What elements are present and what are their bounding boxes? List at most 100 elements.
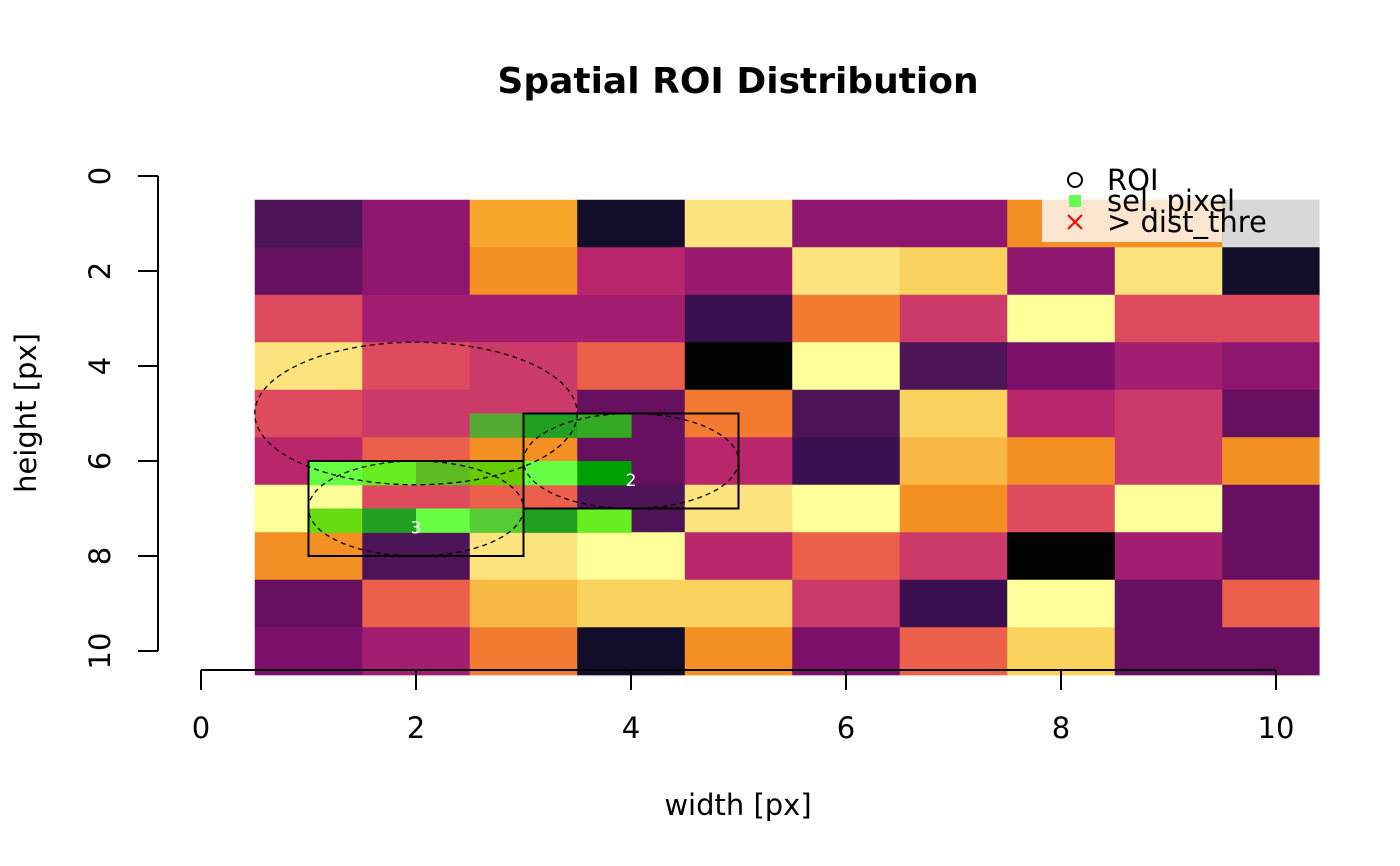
x-tick-label: 8 xyxy=(1052,711,1070,745)
heatmap-cell xyxy=(254,199,363,248)
selected-pixel xyxy=(308,508,363,533)
selected-pixel xyxy=(523,461,578,486)
y-tick-label: 4 xyxy=(83,357,117,375)
heatmap-cell xyxy=(577,199,686,248)
heatmap-cell xyxy=(1114,247,1223,296)
legend-label: ROI xyxy=(1107,163,1159,197)
heatmap-cell xyxy=(1114,342,1223,391)
roi-ellipses xyxy=(254,341,740,557)
heatmap-cell xyxy=(792,484,901,533)
x-tick-label: 6 xyxy=(837,711,855,745)
heatmap-cell xyxy=(684,247,793,296)
heatmap-cells xyxy=(254,199,1320,676)
heatmap-cell xyxy=(1222,437,1320,486)
heatmap-cell xyxy=(254,579,363,628)
selected-pixel xyxy=(577,461,632,486)
heatmap-cell xyxy=(1222,199,1320,248)
y-axis-label: height [px] xyxy=(9,333,43,493)
heatmap-cell xyxy=(254,389,363,438)
heatmap-cell xyxy=(1114,579,1223,628)
axes xyxy=(157,176,1276,671)
selected-pixel xyxy=(308,461,363,486)
heatmap-cell xyxy=(684,199,793,248)
heatmap-cell xyxy=(362,627,471,676)
heatmap-cell xyxy=(1007,532,1116,581)
legend-label: sel. pixel xyxy=(1107,184,1235,218)
heatmap-cell xyxy=(899,484,1008,533)
selected-pixel xyxy=(469,461,525,486)
heatmap-cell xyxy=(899,579,1008,628)
heatmap-cell xyxy=(577,627,686,676)
roi-label: 3 xyxy=(411,519,422,539)
heatmap-cell xyxy=(1007,247,1116,296)
heatmap-cell xyxy=(1007,627,1116,676)
heatmap-cell xyxy=(684,579,793,628)
heatmap-cell xyxy=(1222,247,1320,296)
selected-pixel xyxy=(362,508,417,533)
heatmap-cell xyxy=(362,342,471,391)
x-tick-label: 4 xyxy=(622,711,640,745)
heatmap-cell xyxy=(1007,294,1116,343)
heatmap-cell xyxy=(684,294,793,343)
heatmap-cell xyxy=(792,389,901,438)
y-ticks: 0 2 4 6 8 10 xyxy=(83,167,158,670)
x-tick-label: 0 xyxy=(192,711,210,745)
heatmap-cell xyxy=(899,342,1008,391)
selected-pixel xyxy=(469,508,525,533)
heatmap-cell xyxy=(1222,389,1320,438)
heatmap-cell xyxy=(1114,437,1223,486)
heatmap-cell xyxy=(792,247,901,296)
heatmap-cell xyxy=(1222,294,1320,343)
heatmap-cell xyxy=(899,294,1008,343)
heatmap-cell xyxy=(469,294,578,343)
heatmap-cell xyxy=(1222,484,1320,533)
heatmap-cell xyxy=(1222,342,1320,391)
heatmap-cell xyxy=(254,342,363,391)
selected-pixel xyxy=(577,413,632,438)
x-axis-label: width [px] xyxy=(664,788,811,822)
heatmap-cell xyxy=(254,247,363,296)
heatmap-cell xyxy=(792,294,901,343)
selected-pixels xyxy=(308,413,632,533)
heatmap-cell xyxy=(1114,294,1223,343)
heatmap-cell xyxy=(469,247,578,296)
heatmap-cell xyxy=(1007,579,1116,628)
heatmap-cell xyxy=(1007,437,1116,486)
roi-ellipse xyxy=(307,460,525,557)
y-tick-label: 8 xyxy=(83,547,117,565)
selected-pixel xyxy=(523,508,578,533)
y-tick-label: 10 xyxy=(83,633,117,670)
heatmap-cell xyxy=(899,199,1008,248)
heatmap-cell xyxy=(362,389,471,438)
x-tick-label: 2 xyxy=(407,711,425,745)
heatmap-cell xyxy=(577,532,686,581)
heatmap-cell xyxy=(577,579,686,628)
heatmap-cell xyxy=(1114,627,1223,676)
heatmap-cell xyxy=(362,579,471,628)
x-tick-label: 10 xyxy=(1258,711,1295,745)
heatmap-cell xyxy=(254,627,363,676)
roi-ellipse xyxy=(254,341,578,486)
heatmap-cell xyxy=(684,532,793,581)
heatmap-cell xyxy=(899,247,1008,296)
selected-pixel xyxy=(469,413,525,438)
selected-pixel xyxy=(416,508,471,533)
legend-symbol-roi xyxy=(1067,172,1083,188)
heatmap-cell xyxy=(1007,342,1116,391)
heatmap-cell xyxy=(1114,389,1223,438)
heatmap-cell xyxy=(254,294,363,343)
chart-title: Spatial ROI Distribution xyxy=(497,61,978,102)
y-tick-label: 0 xyxy=(83,167,117,185)
heatmap-cell xyxy=(1007,389,1116,438)
heatmap-cell xyxy=(792,437,901,486)
x-ticks: 0 2 4 6 8 10 xyxy=(192,670,1295,745)
heatmap-cell xyxy=(362,199,471,248)
y-tick-label: 6 xyxy=(83,452,117,470)
selected-pixel xyxy=(577,508,632,533)
heatmap-cell xyxy=(577,342,686,391)
heatmap-cell xyxy=(684,342,793,391)
heatmap-cell xyxy=(469,579,578,628)
heatmap-cell xyxy=(899,437,1008,486)
heatmap-cell xyxy=(577,247,686,296)
